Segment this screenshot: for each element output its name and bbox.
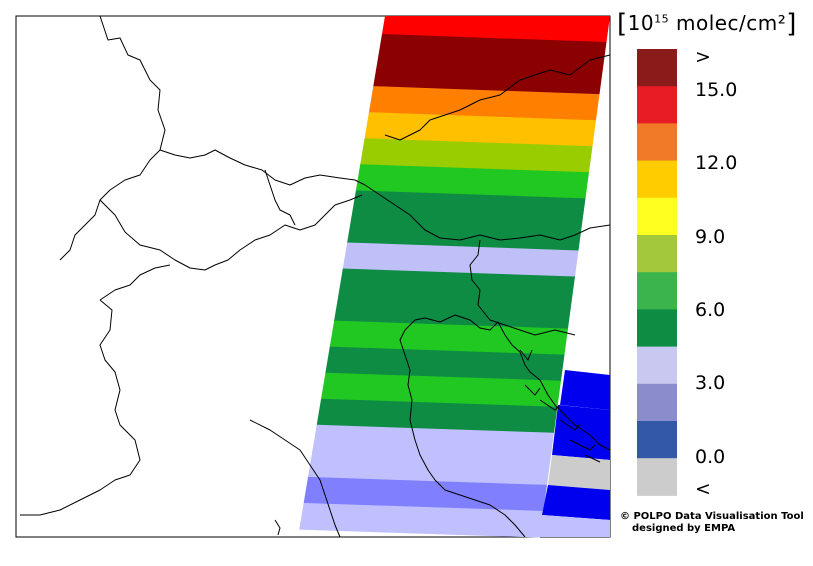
- swath-stripe: [329, 320, 568, 356]
- swath-pixel: [542, 485, 610, 520]
- swath-stripe: [312, 424, 554, 460]
- coastline-adriatic-north: [404, 314, 611, 451]
- legend-tick-label: 12.0: [695, 152, 738, 174]
- swath-stripe: [355, 164, 589, 199]
- swath-stripe: [373, 60, 603, 95]
- legend-swatch: [637, 346, 677, 385]
- legend-swatch: [637, 49, 677, 87]
- legend-swatch: [637, 421, 677, 459]
- legend-tick-label: 6.0: [695, 299, 726, 321]
- legend-tick-label: 0.0: [695, 446, 726, 468]
- legend-colorbar: [637, 49, 677, 496]
- swath-pixel: [548, 455, 610, 490]
- legend-tick-label: >: [695, 46, 711, 68]
- swath-stripe: [364, 112, 596, 147]
- legend-swatch: [637, 86, 677, 124]
- swath-stripe: [368, 86, 600, 121]
- swath-stripe: [325, 346, 565, 382]
- border-slovenia: [469, 239, 576, 336]
- swath-stripe: [342, 242, 579, 278]
- swath-pixel: [552, 405, 610, 460]
- legend-swatch: [637, 197, 677, 236]
- legend-swatch: [637, 309, 677, 348]
- island-corsica: [274, 519, 281, 536]
- border-france-italy: [20, 299, 141, 516]
- legend-swatch: [637, 272, 677, 310]
- border-swiss-east: [264, 169, 296, 226]
- border-austria-italy: [364, 184, 611, 241]
- legend-tick-label: 9.0: [695, 226, 726, 248]
- coastline-italy-east: [399, 329, 526, 538]
- swath-stripe: [381, 16, 610, 43]
- legend-swatch: [637, 123, 677, 162]
- legend-tick-label: 3.0: [695, 372, 726, 394]
- legend-unit-label: [1015 molec/cm²]: [617, 9, 797, 39]
- swath-pixel: [560, 370, 610, 410]
- swath-stripe: [347, 216, 582, 252]
- swath-stripe: [307, 450, 551, 486]
- legend-swatch: [637, 458, 677, 496]
- legend-swatch: [637, 235, 677, 273]
- swath-stripe: [360, 138, 593, 173]
- border-swiss-north: [159, 149, 366, 186]
- satellite-swath: [299, 16, 610, 538]
- swath-stripe: [316, 398, 558, 434]
- swath-stripe: [299, 502, 544, 538]
- credit-line-2: designed by EMPA: [632, 523, 736, 534]
- border-france-west: [59, 15, 166, 261]
- swath-adjacent-pixels: [538, 370, 610, 537]
- coastline-italy-west: [249, 419, 341, 538]
- border-austria-north: [384, 54, 611, 141]
- legend-swatch: [637, 160, 677, 199]
- swath-stripe: [320, 372, 561, 408]
- croatian-islands: [519, 349, 601, 463]
- swath-stripe: [334, 294, 572, 330]
- border-swiss-south: [99, 194, 363, 271]
- country-borders: [20, 15, 611, 538]
- swath-stripe: [377, 34, 607, 69]
- swath-stripe: [351, 190, 586, 225]
- legend-tick-label: 15.0: [695, 79, 738, 101]
- credit-line-1: © POLPO Data Visualisation Tool: [620, 511, 804, 522]
- swath-stripe: [338, 268, 575, 304]
- swath-stripe: [303, 476, 547, 512]
- legend-tick-label: <: [695, 478, 711, 500]
- border-italy-north: [99, 264, 171, 301]
- swath-pixel: [538, 515, 610, 537]
- legend-swatch: [637, 383, 677, 422]
